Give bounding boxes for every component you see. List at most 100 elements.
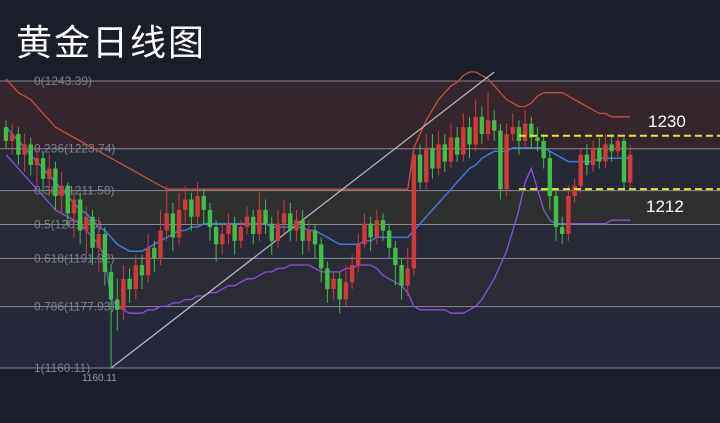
candle-body <box>479 116 485 135</box>
candle-body <box>16 134 21 155</box>
candle-body <box>318 244 324 269</box>
candle-body <box>53 168 58 197</box>
moving-average-line <box>5 126 631 252</box>
candle-body <box>281 213 287 224</box>
candle-body <box>584 154 590 166</box>
candle-body <box>133 264 138 290</box>
fib-level-label: 0.786(1177.93) <box>34 300 115 314</box>
candle-body <box>158 230 163 259</box>
candle-body <box>189 199 194 217</box>
candle-body <box>40 158 46 179</box>
candle-body <box>220 233 225 245</box>
band-upper-line <box>5 71 631 190</box>
candle-body <box>331 278 336 290</box>
candle-body <box>467 127 472 145</box>
candle-body <box>59 185 64 197</box>
candle-body <box>578 154 583 186</box>
candle-body <box>597 147 602 162</box>
candle-body <box>417 154 423 183</box>
candle-body <box>627 154 633 183</box>
candle-body <box>121 278 126 310</box>
candle-body <box>368 223 373 238</box>
fib-zone <box>0 190 720 225</box>
fib-level-label: 1(1160.11) <box>34 361 90 375</box>
candle-body <box>226 223 231 234</box>
candle-body <box>461 127 466 155</box>
candle-body <box>244 216 250 228</box>
candle-body <box>349 264 355 283</box>
support-annotation: 1212 <box>646 197 684 216</box>
candle-body <box>263 209 268 224</box>
candle-body <box>108 271 114 300</box>
candle-body <box>269 223 274 241</box>
candle-body <box>257 209 262 234</box>
candle-body <box>621 140 627 183</box>
candle-body <box>572 185 577 197</box>
candle-body <box>84 216 89 231</box>
candle-body <box>498 130 503 190</box>
candle-body <box>22 144 27 155</box>
candle-body <box>393 247 398 265</box>
candle-body <box>603 144 608 162</box>
candle-body <box>615 140 621 152</box>
candle-body <box>356 244 361 265</box>
candle-body <box>170 213 176 238</box>
candle-body <box>411 154 417 269</box>
candle-body <box>102 233 108 272</box>
candle-body <box>380 220 386 231</box>
candle-body <box>207 209 213 228</box>
candle-body <box>251 216 256 234</box>
candle-body <box>547 158 553 197</box>
candle-body <box>213 227 219 245</box>
candle-body <box>386 230 392 248</box>
candle-body <box>312 230 318 245</box>
candle-body <box>65 185 70 214</box>
candle-body <box>609 144 614 152</box>
candle-body <box>176 209 182 238</box>
candle-body <box>183 199 188 210</box>
candle-body <box>454 137 460 155</box>
candle-body <box>516 127 522 141</box>
candle-body <box>34 158 40 166</box>
candle-body <box>294 220 299 231</box>
candle-body <box>232 223 237 241</box>
candle-body <box>337 278 342 300</box>
candle-body <box>325 268 330 290</box>
candle-body <box>590 147 596 166</box>
candle-body <box>145 247 151 276</box>
chart-title: 黄金日线图 <box>16 23 207 64</box>
candle-body <box>553 196 559 228</box>
fib-zone <box>0 306 720 368</box>
candle-body <box>560 227 565 234</box>
candle-body <box>96 233 101 248</box>
candle-body <box>492 120 497 131</box>
candle-body <box>374 220 379 238</box>
candle-body <box>504 134 509 190</box>
candle-body <box>405 268 410 286</box>
low-price-label: 1160.11 <box>82 373 117 384</box>
candle-body <box>139 264 145 276</box>
candle-body <box>473 116 478 145</box>
candle-body <box>424 147 429 183</box>
candle-body <box>28 144 33 166</box>
candle-body <box>115 299 120 310</box>
fib-level-label: 0.618(1191.92) <box>34 251 115 265</box>
fib-zone <box>0 258 720 307</box>
candle-body <box>362 223 367 245</box>
candle-body <box>448 137 454 162</box>
candle-body <box>343 282 349 300</box>
candle-body <box>529 123 534 138</box>
candle-body <box>195 196 200 217</box>
candle-body <box>3 127 9 141</box>
candle-body <box>152 247 157 259</box>
candle-body <box>436 144 441 169</box>
candle-body <box>238 227 244 241</box>
fib-level-label: 0.236(1223.74) <box>34 142 115 156</box>
candle-body <box>288 213 293 231</box>
candle-body <box>201 196 206 210</box>
candle-body <box>306 230 312 241</box>
candle-body <box>300 220 305 241</box>
candle-body <box>399 264 404 286</box>
candle-body <box>47 168 52 179</box>
